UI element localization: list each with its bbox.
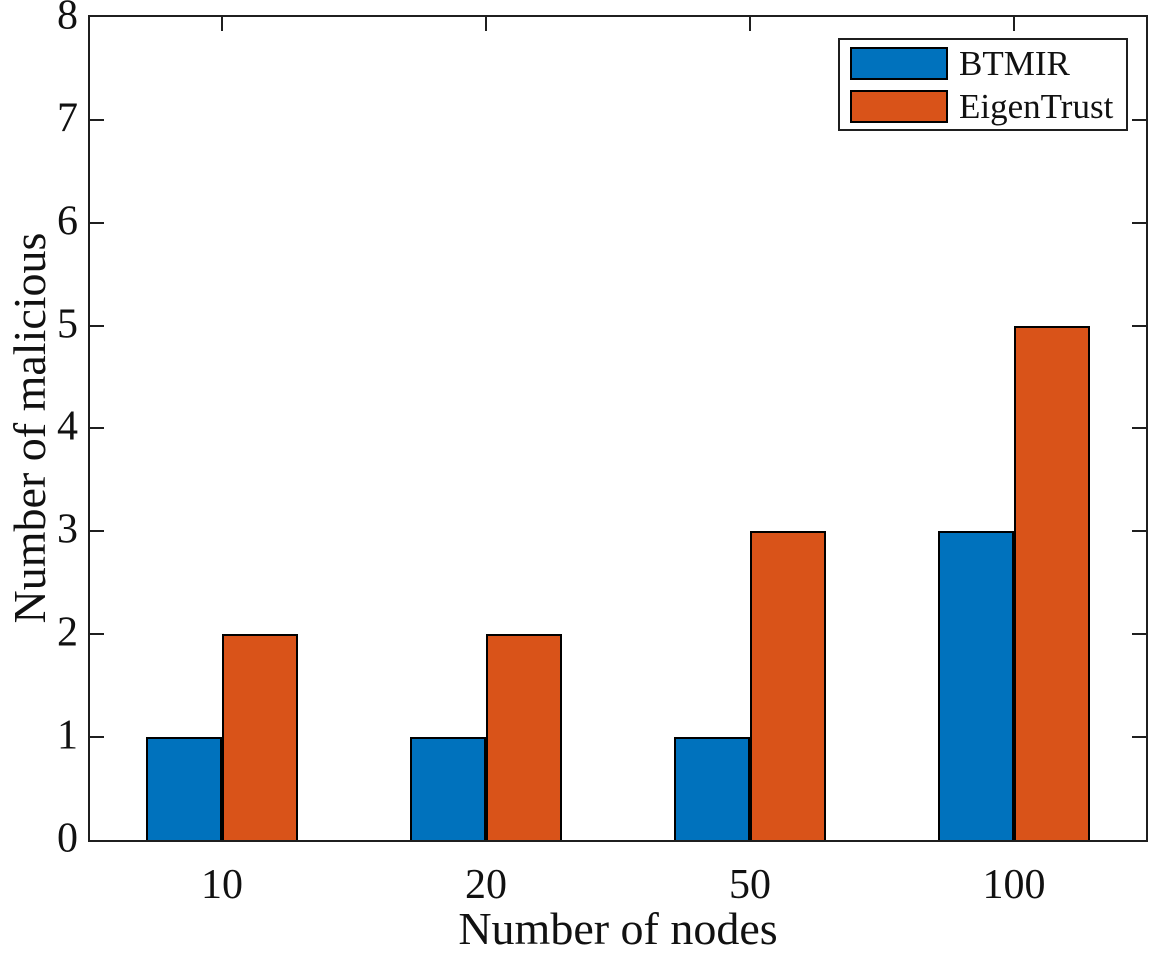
y-tick-right [1132, 530, 1146, 532]
x-tick-label: 10 [201, 862, 243, 908]
x-tick-label: 50 [729, 862, 771, 908]
y-tick-right [1132, 119, 1146, 121]
y-tick-left [90, 119, 104, 121]
legend-item-btmir: BTMIR [850, 46, 1116, 81]
x-tick-top [485, 17, 487, 31]
legend-item-eigentrust: EigenTrust [850, 89, 1116, 124]
y-tick-label: 5 [57, 301, 78, 348]
legend-label-btmir: BTMIR [959, 43, 1070, 83]
y-tick-label: 2 [57, 609, 78, 656]
x-tick-top [221, 17, 223, 31]
bar-eigentrust-20 [486, 634, 562, 840]
y-tick-left [90, 633, 104, 635]
x-tick-label: 100 [982, 862, 1046, 908]
y-tick-right [1132, 736, 1146, 738]
legend: BTMIR EigenTrust [838, 38, 1128, 131]
x-axis-label: Number of nodes [458, 903, 778, 954]
y-tick-right [1132, 325, 1146, 327]
y-tick-left [90, 325, 104, 327]
y-tick-right [1132, 633, 1146, 635]
bar-btmir-20 [410, 737, 486, 840]
y-tick-left [90, 427, 104, 429]
y-tick-label: 1 [57, 712, 78, 759]
x-tick-top [749, 17, 751, 31]
y-tick-left [90, 530, 104, 532]
y-tick-label: 3 [57, 506, 78, 553]
bar-btmir-100 [938, 531, 1014, 840]
y-tick-label: 0 [57, 815, 78, 862]
y-tick-label: 4 [57, 403, 78, 450]
bar-btmir-50 [674, 737, 750, 840]
y-tick-label: 7 [57, 95, 78, 142]
x-tick-label: 20 [465, 862, 507, 908]
y-tick-label: 8 [57, 0, 78, 39]
y-tick-left [90, 736, 104, 738]
y-tick-label: 6 [57, 198, 78, 245]
bar-eigentrust-50 [750, 531, 826, 840]
y-tick-left [90, 222, 104, 224]
bar-btmir-10 [146, 737, 222, 840]
x-tick-top [1013, 17, 1015, 31]
legend-swatch-btmir [850, 46, 948, 80]
bar-eigentrust-10 [222, 634, 298, 840]
y-tick-right [1132, 222, 1146, 224]
legend-label-eigentrust: EigenTrust [959, 86, 1114, 126]
y-tick-right [1132, 427, 1146, 429]
bar-eigentrust-100 [1014, 326, 1090, 840]
legend-swatch-eigentrust [850, 89, 948, 123]
plot-area [88, 15, 1148, 842]
